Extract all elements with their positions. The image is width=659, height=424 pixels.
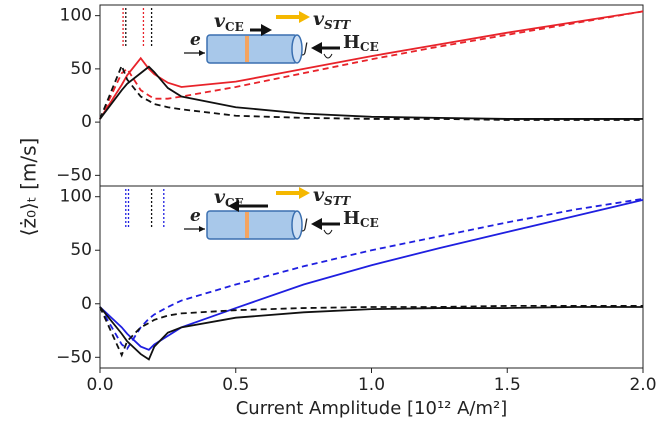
v-stt-label: vSTT <box>313 184 351 208</box>
y-tick-label: −50 <box>56 347 92 367</box>
label-part: v <box>214 10 226 32</box>
y-tick-label: 100 <box>60 6 92 26</box>
label-part: STT <box>324 194 351 208</box>
x-tick-label: 1.0 <box>358 375 385 395</box>
label-part: H <box>343 208 360 229</box>
x-tick-label: 0.0 <box>86 375 113 395</box>
e-arrowhead <box>199 50 205 56</box>
field-curl <box>323 229 333 235</box>
nanowire-end <box>291 210 303 240</box>
y-tick-label: 0 <box>81 112 92 132</box>
plot-frame <box>99 4 644 187</box>
v-stt-arrowhead <box>299 187 310 199</box>
field-arrowhead <box>311 42 322 54</box>
y-tick-label: 50 <box>70 240 92 260</box>
label-part: e <box>190 30 201 50</box>
y-tick-label: −50 <box>56 165 92 185</box>
series-line <box>99 63 643 121</box>
v-ce-arrowhead <box>228 200 239 212</box>
nanowire-end <box>291 34 303 64</box>
e-arrowhead <box>199 226 205 232</box>
x-tick-label: 2.0 <box>629 375 656 395</box>
y-axis-label: ⟨ż₀⟩ₜ [m/s] <box>17 138 41 237</box>
label-part: v <box>313 184 325 206</box>
y-tick-label: 50 <box>70 59 92 79</box>
v-stt-label: vSTT <box>313 8 351 32</box>
label-part: v <box>313 8 325 30</box>
v-ce-arrowhead <box>261 24 272 36</box>
x-tick-label: 1.5 <box>494 375 521 395</box>
series-line <box>99 305 643 358</box>
y-tick-label: 0 <box>81 294 92 314</box>
series-line <box>99 10 644 120</box>
field-curl <box>323 53 333 59</box>
series-line <box>99 197 644 351</box>
v-stt-arrowhead <box>299 11 310 23</box>
nanowire <box>206 34 298 64</box>
nanowire <box>206 210 298 240</box>
plot-frame <box>99 185 644 369</box>
current-label: J <box>301 42 308 57</box>
x-tick-label: 0.5 <box>222 375 249 395</box>
label-part: CE <box>225 20 244 34</box>
label-part: CE <box>360 40 379 54</box>
electron-label: e <box>190 206 201 226</box>
label-part: STT <box>324 18 351 32</box>
label-part: CE <box>360 216 379 230</box>
label-part: e <box>190 206 201 226</box>
series-line <box>99 65 643 120</box>
field-label: HCE <box>343 32 379 54</box>
label-part: H <box>343 32 360 53</box>
label-part: v <box>214 186 226 208</box>
field-arrowhead <box>311 218 322 230</box>
x-axis-label: Current Amplitude [10¹² A/m²] <box>236 398 508 419</box>
electron-label: e <box>190 30 201 50</box>
series-line <box>99 306 643 361</box>
field-label: HCE <box>343 208 379 230</box>
series-line <box>99 10 644 120</box>
y-tick-label: 100 <box>60 187 92 207</box>
v-ce-label: vCE <box>214 10 244 34</box>
current-label: J <box>301 218 308 233</box>
